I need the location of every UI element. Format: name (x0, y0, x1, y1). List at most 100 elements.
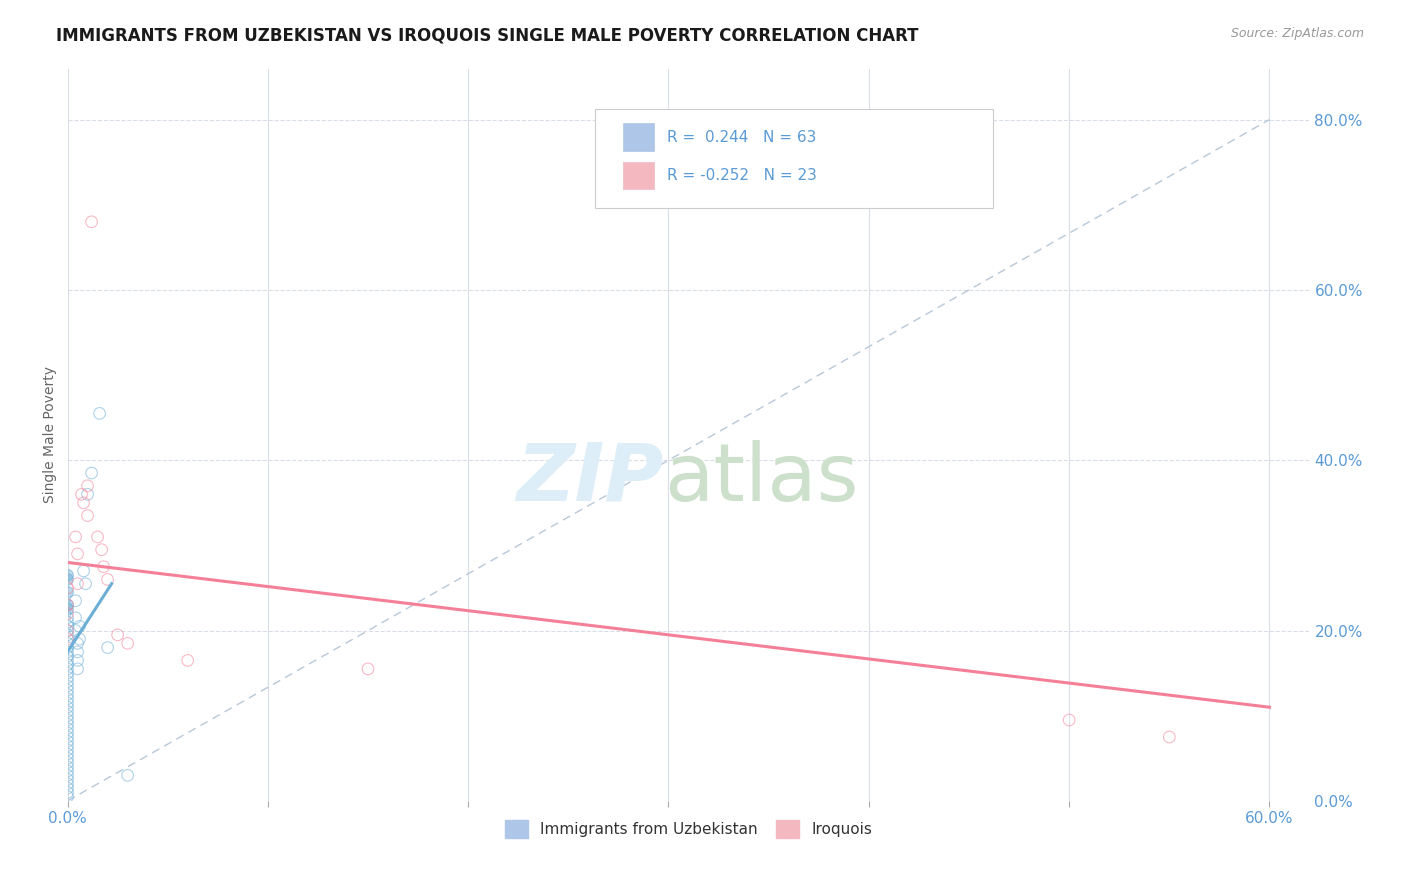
Point (69, 619, 91, 633)
Point (56, 573, 79, 587)
Point (97, 640, 120, 655)
Point (56, 781, 79, 796)
Point (56, 785, 79, 799)
Point (69, 632, 91, 646)
Text: atlas: atlas (664, 440, 858, 517)
Point (56, 747, 79, 761)
Point (56, 568, 79, 582)
Point (56, 691, 79, 706)
Point (56, 628, 79, 642)
Point (56, 598, 79, 612)
Point (56, 764, 79, 778)
Point (66, 662, 89, 676)
Point (117, 636, 139, 650)
Point (107, 628, 129, 642)
Point (76, 508, 98, 523)
Point (56, 607, 79, 621)
Point (56, 670, 79, 684)
Text: R = -0.252   N = 23: R = -0.252 N = 23 (668, 168, 817, 183)
Point (56, 585, 79, 599)
Point (56, 683, 79, 698)
Point (56, 632, 79, 646)
Point (72, 496, 94, 510)
Point (70, 487, 93, 501)
Point (65, 611, 87, 625)
Point (1057, 713, 1080, 727)
Text: ZIP: ZIP (516, 440, 664, 517)
Point (56, 581, 79, 595)
Point (66, 547, 89, 561)
Point (56, 645, 79, 659)
Point (56, 674, 79, 689)
Point (56, 653, 79, 667)
Point (1159, 730, 1181, 744)
Point (76, 479, 98, 493)
Point (56, 619, 79, 633)
Point (56, 768, 79, 782)
Point (80, 466, 103, 480)
Point (56, 611, 79, 625)
Point (56, 708, 79, 723)
Point (56, 662, 79, 676)
Point (56, 789, 79, 804)
Point (56, 713, 79, 727)
Point (56, 743, 79, 757)
Point (56, 649, 79, 664)
Point (56, 640, 79, 655)
Point (56, 666, 79, 681)
Point (56, 615, 79, 629)
Point (56, 573, 79, 587)
FancyBboxPatch shape (595, 109, 993, 208)
Point (86, 530, 108, 544)
Point (93, 559, 115, 574)
FancyBboxPatch shape (623, 161, 654, 189)
Point (357, 662, 380, 676)
Point (56, 624, 79, 638)
Point (80, 215, 103, 229)
Point (72, 564, 94, 578)
Point (56, 705, 79, 719)
Point (56, 777, 79, 791)
Point (65, 530, 87, 544)
Point (56, 624, 79, 638)
Point (56, 756, 79, 770)
Point (56, 722, 79, 736)
Point (56, 585, 79, 599)
Point (56, 734, 79, 748)
Text: Source: ZipAtlas.com: Source: ZipAtlas.com (1230, 27, 1364, 40)
Point (66, 653, 89, 667)
FancyBboxPatch shape (623, 123, 654, 152)
Point (56, 602, 79, 616)
Point (56, 598, 79, 612)
Point (75, 576, 97, 591)
Point (56, 696, 79, 710)
Point (177, 653, 200, 667)
Point (89, 406, 111, 420)
Point (65, 593, 87, 607)
Point (56, 751, 79, 765)
Point (117, 768, 139, 782)
Point (56, 636, 79, 650)
Point (56, 725, 79, 739)
Point (56, 568, 79, 582)
Point (56, 772, 79, 787)
Point (66, 576, 89, 591)
Point (56, 602, 79, 616)
Point (66, 636, 89, 650)
Legend: Immigrants from Uzbekistan, Iroquois: Immigrants from Uzbekistan, Iroquois (499, 814, 879, 845)
Point (56, 717, 79, 731)
Text: IMMIGRANTS FROM UZBEKISTAN VS IROQUOIS SINGLE MALE POVERTY CORRELATION CHART: IMMIGRANTS FROM UZBEKISTAN VS IROQUOIS S… (56, 27, 918, 45)
Point (56, 730, 79, 744)
Point (76, 487, 98, 501)
Point (56, 657, 79, 672)
Point (56, 739, 79, 753)
Point (56, 688, 79, 702)
Point (56, 700, 79, 714)
Point (56, 598, 79, 612)
Point (56, 679, 79, 693)
Point (66, 645, 89, 659)
Point (65, 624, 87, 638)
Text: R =  0.244   N = 63: R = 0.244 N = 63 (668, 130, 817, 145)
Y-axis label: Single Male Poverty: Single Male Poverty (44, 367, 58, 503)
Point (56, 760, 79, 774)
